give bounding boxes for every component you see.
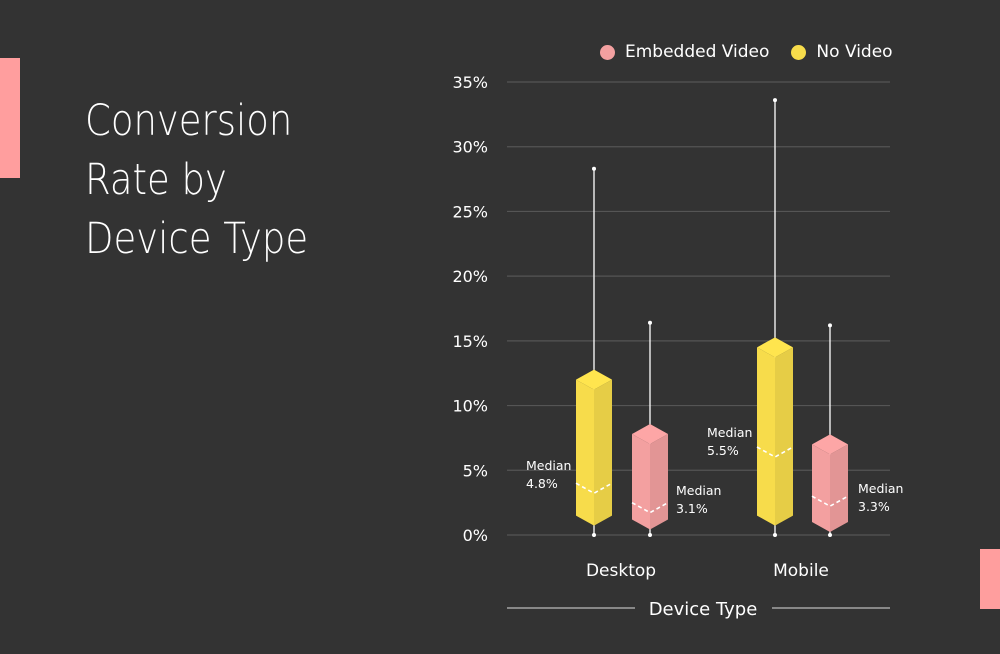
median-label: Median [676,483,721,498]
y-tick-label: 0% [463,526,488,545]
median-label: 4.8% [526,476,558,491]
page-title: Conversion Rate by Device Type [85,92,385,269]
y-tick-label: 35% [452,73,488,92]
median-label: 5.5% [707,443,739,458]
median-label: Median [858,481,903,496]
y-tick-label: 25% [452,202,488,221]
y-tick-label: 15% [452,332,488,351]
title-line-2: Rate by [85,155,227,205]
chart-legend: Embedded Video No Video [600,42,893,62]
accent-bar-right [980,549,1000,609]
y-tick-label: 30% [452,138,488,157]
x-axis-title: Device Type [649,599,758,620]
box-left-face [632,434,650,530]
y-tick-label: 20% [452,267,488,286]
x-category-label: Desktop [586,561,656,581]
legend-label-no-video: No Video [816,42,893,62]
legend-swatch-no-video [791,44,807,60]
whisker-max-dot [592,166,596,171]
box-layer [575,98,849,537]
whisker-min-dot [648,533,652,537]
median-label: 3.1% [676,501,708,516]
whisker-max-dot [773,98,777,103]
legend-label-embedded-video: Embedded Video [625,42,770,62]
box-right-face [775,347,793,526]
legend-item-no-video: No Video [791,42,893,62]
title-line-3: Device Type [85,214,309,264]
whisker-max-dot [828,323,832,328]
whisker-max-dot [648,320,652,325]
whisker-min-dot [773,533,777,537]
legend-swatch-embedded-video [600,44,615,60]
box-top-face [757,337,793,358]
box-top-face [812,434,848,455]
whisker-min-dot [592,533,596,537]
median-label: 3.3% [858,499,890,514]
whisker-min-dot [828,533,832,537]
y-tick-label: 5% [463,461,488,480]
box-left-face [812,444,830,533]
label-layer: 0% 5% 10% 15% 20% 25% 30% 35% Desktop Mobile Devic… [452,73,903,620]
box-top-face [632,424,668,445]
box-right-face [594,379,612,526]
median-label: Median [707,425,752,440]
box-left-face [757,347,775,526]
y-tick-label: 10% [452,397,488,416]
box-top-face [576,369,612,390]
legend-item-embedded-video: Embedded Video [600,42,769,62]
box-right-face [830,444,848,533]
accent-bar-left [0,58,20,178]
x-category-label: Mobile [773,561,829,581]
title-line-1: Conversion [85,96,293,146]
median-label: Median [526,458,571,473]
box-left-face [576,379,594,526]
grid-layer [507,81,890,609]
box-right-face [650,434,668,530]
